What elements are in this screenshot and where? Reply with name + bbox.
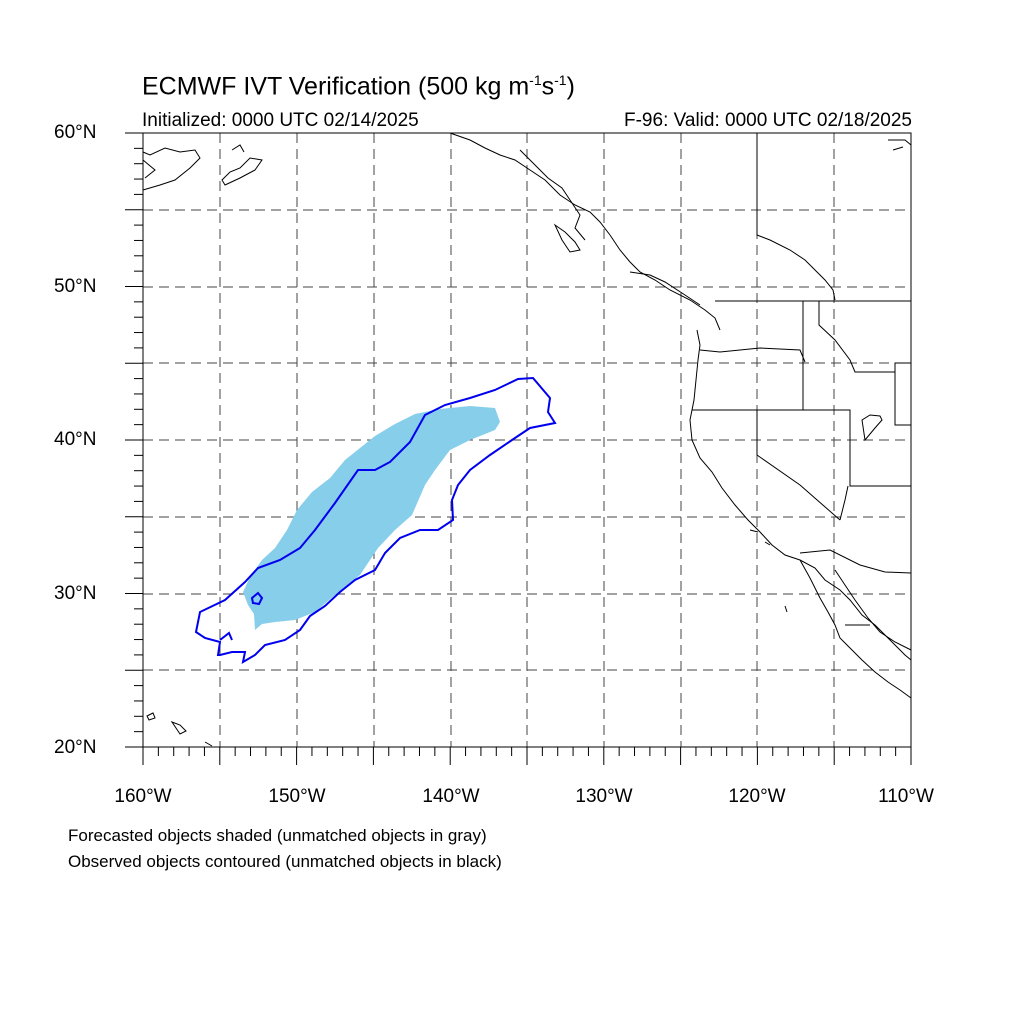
lat-label-50n: 50°N [54, 276, 97, 297]
map-title: ECMWF IVT Verification (500 kg m-1s-1) [142, 72, 575, 101]
lat-label-30n: 30°N [54, 583, 97, 604]
axis-ticks [125, 132, 912, 765]
lat-label-40n: 40°N [54, 429, 97, 450]
title-sup-2: -1 [554, 72, 567, 88]
lon-label-120w: 120°W [728, 786, 786, 807]
lon-label-150w: 150°W [268, 786, 326, 807]
legend-forecast-note: Forecasted objects shaded (unmatched obj… [68, 826, 487, 845]
title-prefix: ECMWF IVT Verification (500 kg m [142, 72, 530, 101]
initialized-label: Initialized: 0000 UTC 02/14/2025 [142, 110, 419, 131]
lon-label-160w: 160°W [114, 786, 172, 807]
lon-label-140w: 140°W [422, 786, 480, 807]
title-mid: s [541, 72, 555, 101]
grid-lines [143, 133, 911, 747]
lat-label-20n: 20°N [54, 737, 97, 758]
valid-time-label: F-96: Valid: 0000 UTC 02/18/2025 [624, 110, 912, 131]
legend-observed-note: Observed objects contoured (unmatched ob… [68, 852, 502, 871]
boundaries [692, 133, 912, 626]
lon-label-130w: 130°W [575, 786, 633, 807]
title-suffix: ) [566, 72, 575, 101]
forecast-object-shaded [243, 406, 500, 630]
observed-object-small-loop [250, 591, 264, 606]
title-sup-1: -1 [529, 72, 542, 88]
lon-label-110w: 110°W [878, 786, 934, 807]
lat-label-60n: 60°N [54, 122, 97, 143]
coastlines [142, 132, 912, 747]
observed-object-contour [194, 376, 557, 664]
observed-object-hook [219, 631, 233, 641]
